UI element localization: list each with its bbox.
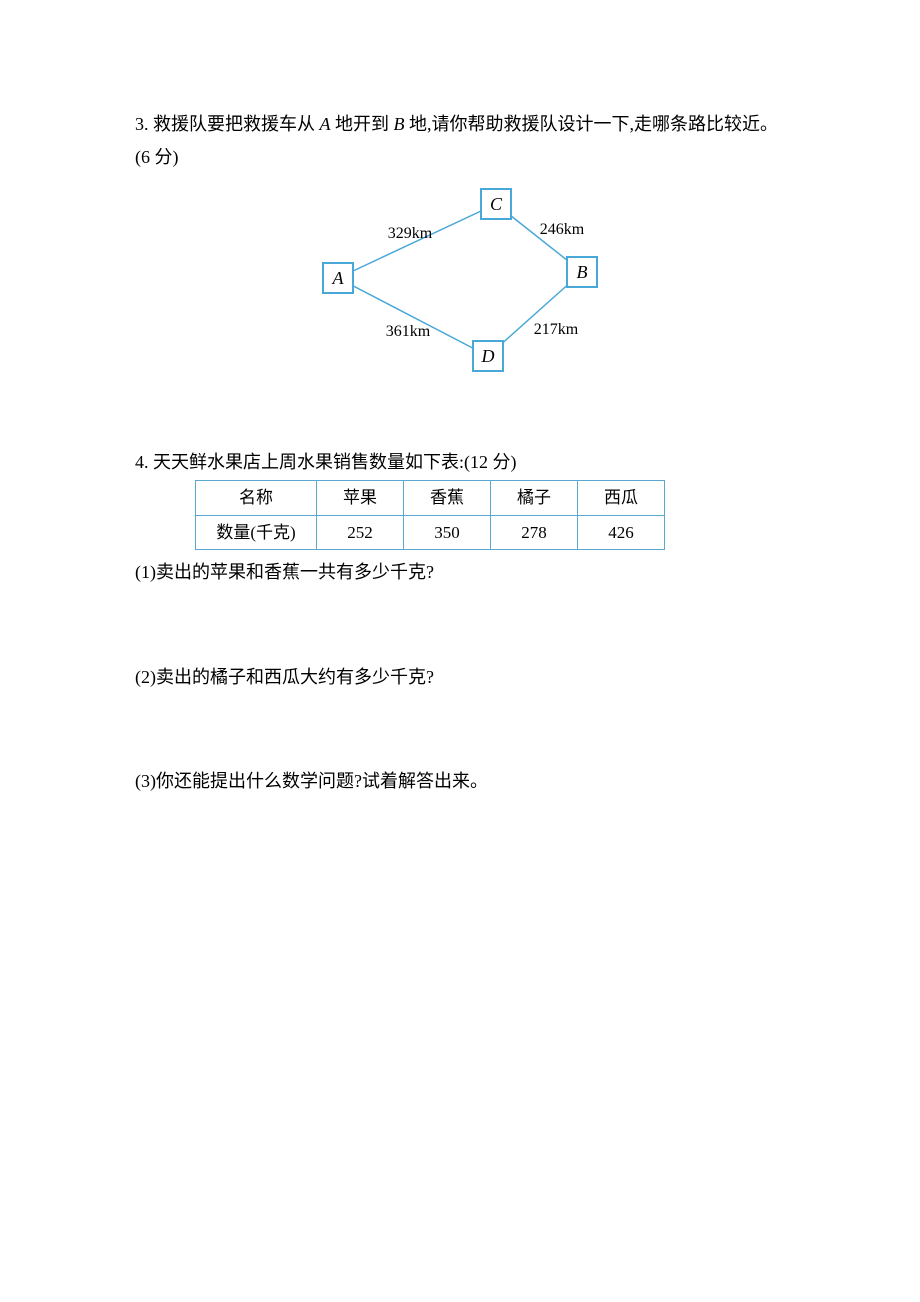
diagram-edge-label: 217km	[534, 321, 579, 338]
table-header-cell: 苹果	[317, 481, 404, 515]
table-data-cell: 426	[578, 515, 665, 549]
q4-text: 4. 天天鲜水果店上周水果销售数量如下表:(12 分)	[135, 448, 785, 477]
page-content: 3. 救援队要把救援车从 A 地开到 B 地,请你帮助救援队设计一下,走哪条路比…	[0, 0, 920, 796]
table-header-cell: 西瓜	[578, 481, 665, 515]
answer-space	[135, 691, 785, 761]
q4-block: 4. 天天鲜水果店上周水果销售数量如下表:(12 分) 名称 苹果 香蕉 橘子 …	[135, 448, 785, 797]
table-row: 数量(千克) 252 350 278 426	[196, 515, 665, 549]
diagram-edge-label: 329km	[388, 225, 433, 242]
q4-subq-2: (2)卖出的橘子和西瓜大约有多少千克?	[135, 663, 785, 692]
diagram-node-label: B	[577, 262, 588, 282]
q3-var-b: B	[394, 114, 405, 134]
table-data-cell: 252	[317, 515, 404, 549]
q3-points: (6 分)	[135, 143, 785, 172]
table-data-cell: 278	[491, 515, 578, 549]
table-header-cell: 名称	[196, 481, 317, 515]
diagram-node-label: A	[332, 268, 345, 288]
answer-space	[135, 587, 785, 657]
table-header-cell: 橘子	[491, 481, 578, 515]
table-header-cell: 香蕉	[404, 481, 491, 515]
table-row: 名称 苹果 香蕉 橘子 西瓜	[196, 481, 665, 515]
table-data-cell: 350	[404, 515, 491, 549]
q3-prefix: 3. 救援队要把救援车从	[135, 114, 320, 134]
q4-subq-1: (1)卖出的苹果和香蕉一共有多少千克?	[135, 558, 785, 587]
q4-subq-3: (3)你还能提出什么数学问题?试着解答出来。	[135, 767, 785, 796]
diagram-edge	[338, 278, 488, 356]
diagram-edge-label: 361km	[386, 323, 431, 340]
diagram-node-label: D	[481, 346, 495, 366]
table-row-label: 数量(千克)	[196, 515, 317, 549]
q4-table: 名称 苹果 香蕉 橘子 西瓜 数量(千克) 252 350 278 426	[195, 480, 665, 549]
q3-text: 3. 救援队要把救援车从 A 地开到 B 地,请你帮助救援队设计一下,走哪条路比…	[135, 110, 785, 139]
q3-var-a: A	[320, 114, 331, 134]
q3-network-diagram: 329km 246km 361km 217km A B C D	[300, 178, 620, 378]
q3-suffix: 地,请你帮助救援队设计一下,走哪条路比较近。	[405, 114, 779, 134]
q3-diagram-wrap: 329km 246km 361km 217km A B C D	[135, 178, 785, 378]
q3-mid1: 地开到	[331, 114, 394, 134]
diagram-node-label: C	[490, 194, 503, 214]
diagram-edge-label: 246km	[540, 221, 585, 238]
